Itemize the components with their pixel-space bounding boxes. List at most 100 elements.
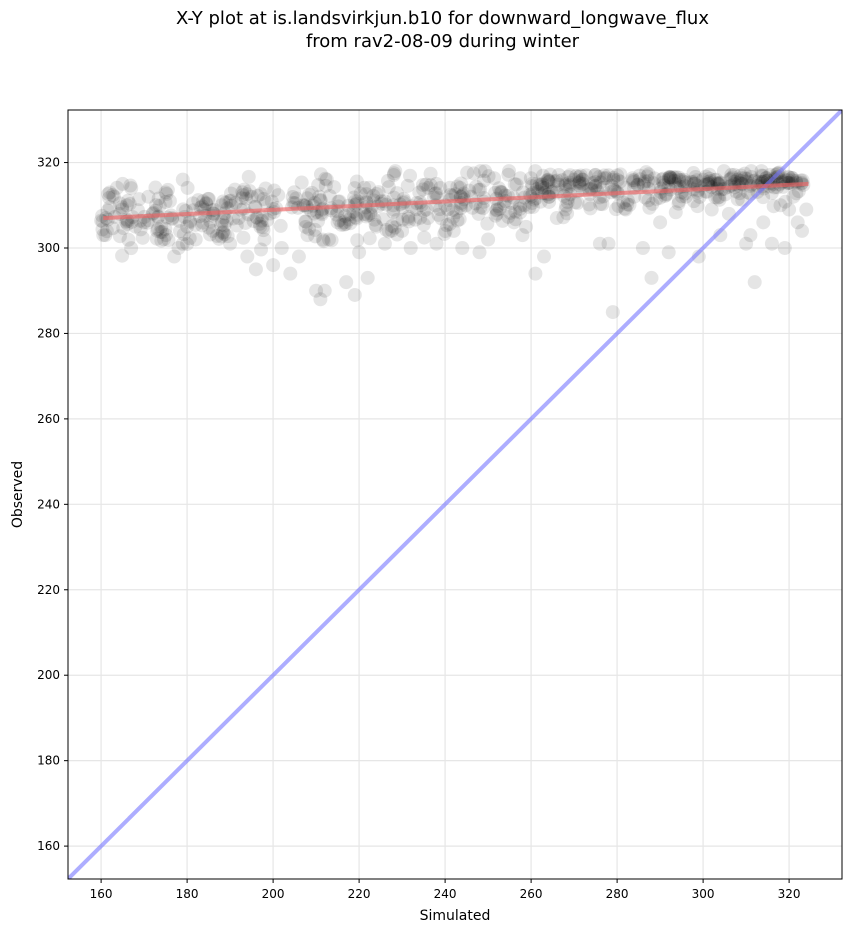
data-point xyxy=(148,180,163,195)
data-point xyxy=(172,213,187,228)
data-point xyxy=(601,236,616,251)
data-point xyxy=(597,171,612,186)
data-point xyxy=(473,164,488,179)
data-point xyxy=(244,189,259,204)
data-point xyxy=(153,224,168,239)
x-tick-label: 200 xyxy=(262,887,285,901)
data-point xyxy=(154,233,169,248)
data-point xyxy=(428,186,443,201)
data-point xyxy=(489,202,504,217)
data-point xyxy=(102,200,117,215)
data-point xyxy=(558,178,573,193)
data-point xyxy=(330,215,345,230)
data-point xyxy=(718,187,733,202)
data-point xyxy=(116,221,131,236)
data-point xyxy=(737,166,752,181)
data-point xyxy=(543,167,558,182)
data-point xyxy=(312,189,327,204)
data-point xyxy=(304,185,319,200)
data-point xyxy=(214,198,229,213)
data-point xyxy=(548,174,563,189)
data-point xyxy=(764,236,779,251)
data-point xyxy=(151,191,166,206)
data-point xyxy=(300,228,315,243)
data-point xyxy=(723,171,738,186)
data-point xyxy=(329,207,344,222)
data-point xyxy=(379,222,394,237)
data-point xyxy=(100,203,115,218)
data-point xyxy=(709,172,724,187)
data-point xyxy=(476,173,491,188)
data-point xyxy=(185,196,200,211)
regression-line xyxy=(103,181,809,221)
data-point xyxy=(211,231,226,246)
data-point xyxy=(744,169,759,184)
data-point xyxy=(193,200,208,215)
data-point xyxy=(432,202,447,217)
data-point xyxy=(316,234,331,249)
data-point xyxy=(692,189,707,204)
data-point xyxy=(515,228,530,243)
data-point xyxy=(572,169,587,184)
data-point xyxy=(460,165,475,180)
data-point xyxy=(228,195,243,210)
data-point xyxy=(456,186,471,201)
data-point xyxy=(562,175,577,190)
data-point xyxy=(415,177,430,192)
data-point xyxy=(220,229,235,244)
data-point xyxy=(481,169,496,184)
data-point xyxy=(785,171,800,186)
y-axis-ticks: 160 180 200 220 240 260 280 300 320 xyxy=(37,156,68,853)
data-point xyxy=(635,240,650,255)
data-point xyxy=(307,206,322,221)
data-point xyxy=(450,179,465,194)
data-point xyxy=(481,232,496,247)
data-point xyxy=(490,198,505,213)
data-point xyxy=(434,211,449,226)
data-point xyxy=(180,219,195,234)
data-point xyxy=(649,191,664,206)
data-point xyxy=(491,181,506,196)
data-point xyxy=(661,245,676,260)
data-point xyxy=(668,170,683,185)
data-point xyxy=(702,167,717,182)
data-point xyxy=(525,176,540,191)
data-point xyxy=(495,213,510,228)
data-point xyxy=(777,240,792,255)
data-point xyxy=(569,169,584,184)
data-point xyxy=(421,180,436,195)
data-point xyxy=(283,266,298,281)
data-point xyxy=(253,187,268,202)
plot-frame xyxy=(67,109,843,880)
data-point xyxy=(585,176,600,191)
data-point xyxy=(182,214,197,229)
data-point xyxy=(274,240,289,255)
data-point xyxy=(537,181,552,196)
x-axis-label: Simulated xyxy=(420,908,491,924)
data-point xyxy=(661,171,676,186)
data-point xyxy=(154,219,169,234)
data-point xyxy=(492,201,507,216)
y-tick-label: 220 xyxy=(37,583,60,597)
data-point xyxy=(740,171,755,186)
data-point xyxy=(327,180,342,195)
data-point xyxy=(158,185,173,200)
data-point xyxy=(254,213,269,228)
data-point xyxy=(712,190,727,205)
data-point xyxy=(562,177,577,192)
data-point xyxy=(437,226,452,241)
data-point xyxy=(773,198,788,213)
data-point xyxy=(608,202,623,217)
data-point xyxy=(593,175,608,190)
data-point xyxy=(674,185,689,200)
data-point xyxy=(613,167,628,182)
data-point xyxy=(489,206,504,221)
data-point xyxy=(630,177,645,192)
data-point xyxy=(644,270,659,285)
data-point xyxy=(618,202,633,217)
data-point xyxy=(254,242,269,257)
x-tick-label: 240 xyxy=(434,887,457,901)
data-point xyxy=(535,168,550,183)
data-point xyxy=(350,233,365,248)
